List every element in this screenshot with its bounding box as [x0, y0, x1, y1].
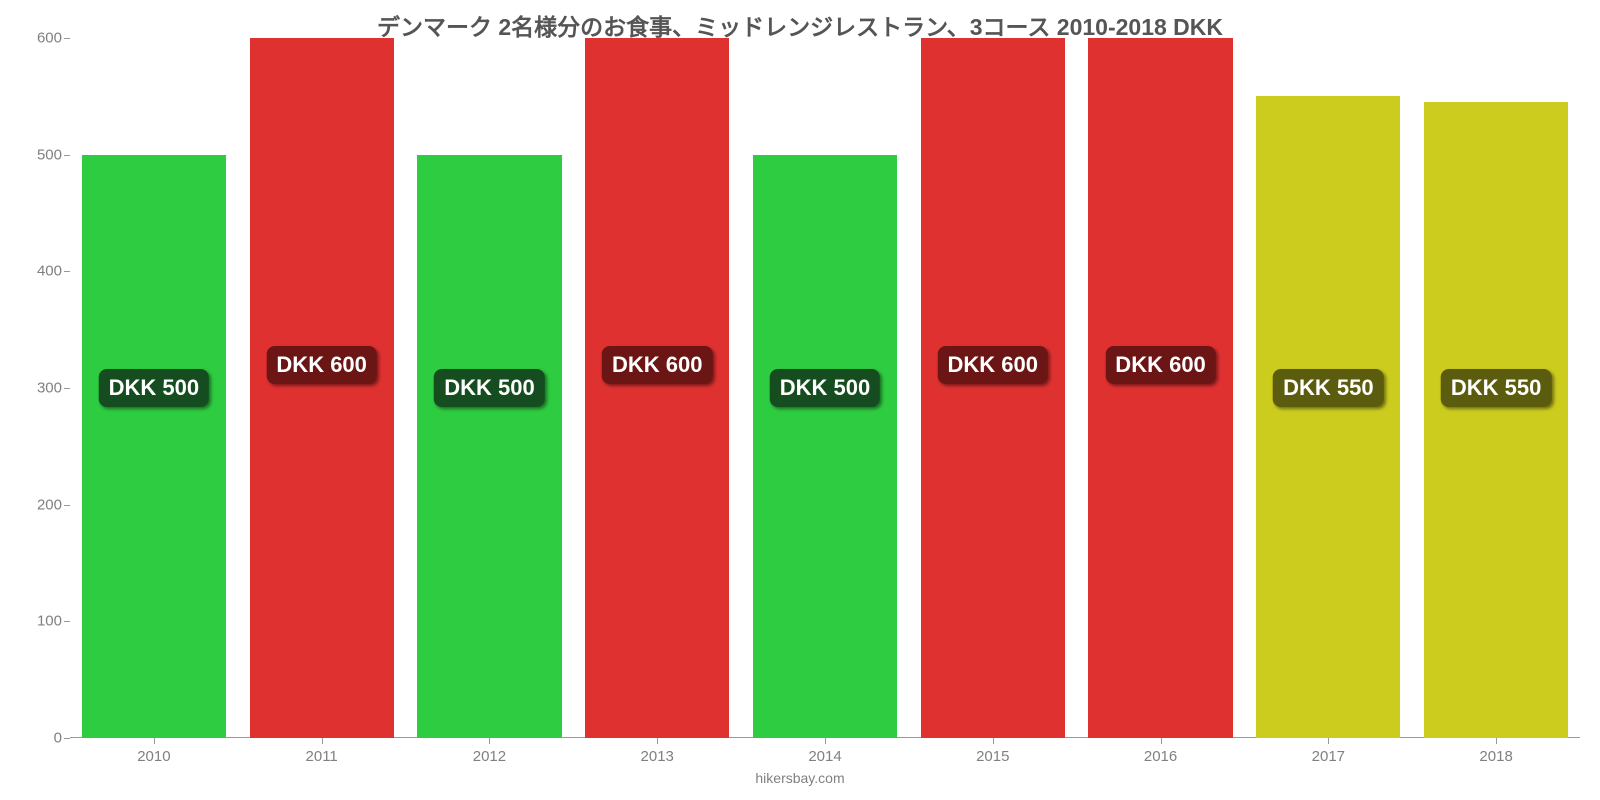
x-tick-label: 2013	[641, 748, 674, 765]
x-tick-mark	[322, 738, 323, 744]
bar	[585, 38, 729, 738]
y-tick-label: 500	[37, 146, 62, 163]
y-tick-mark	[64, 505, 70, 506]
y-tick-label: 0	[54, 730, 62, 747]
value-badge: DKK 600	[938, 346, 1048, 384]
y-tick-label: 600	[37, 30, 62, 47]
y-tick-mark	[64, 271, 70, 272]
x-tick-label: 2016	[1144, 748, 1177, 765]
x-tick-label: 2017	[1312, 748, 1345, 765]
y-tick-label: 100	[37, 613, 62, 630]
value-badge: DKK 600	[266, 346, 376, 384]
value-badge: DKK 600	[1105, 346, 1215, 384]
x-tick-mark	[993, 738, 994, 744]
x-tick-mark	[825, 738, 826, 744]
plot-area: 01002003004005006002010DKK 5002011DKK 60…	[70, 38, 1580, 738]
y-tick-label: 300	[37, 380, 62, 397]
x-tick-label: 2012	[473, 748, 506, 765]
x-tick-mark	[1496, 738, 1497, 744]
value-badge: DKK 500	[99, 369, 209, 407]
y-tick-mark	[64, 155, 70, 156]
value-badge: DKK 600	[602, 346, 712, 384]
x-tick-mark	[489, 738, 490, 744]
value-badge: DKK 500	[434, 369, 544, 407]
bar	[921, 38, 1065, 738]
y-tick-mark	[64, 621, 70, 622]
value-badge: DKK 500	[770, 369, 880, 407]
bar	[753, 155, 897, 738]
chart-container: デンマーク 2名様分のお食事、ミッドレンジレストラン、3コース 2010-201…	[0, 0, 1600, 800]
y-tick-mark	[64, 38, 70, 39]
x-tick-mark	[1328, 738, 1329, 744]
bar	[250, 38, 394, 738]
source-attribution: hikersbay.com	[0, 770, 1600, 786]
x-tick-label: 2015	[976, 748, 1009, 765]
y-tick-label: 200	[37, 496, 62, 513]
bar	[1424, 102, 1568, 738]
x-tick-mark	[154, 738, 155, 744]
x-tick-mark	[1161, 738, 1162, 744]
chart-title: デンマーク 2名様分のお食事、ミッドレンジレストラン、3コース 2010-201…	[0, 8, 1600, 42]
y-tick-mark	[64, 738, 70, 739]
bar	[82, 155, 226, 738]
x-tick-label: 2018	[1479, 748, 1512, 765]
value-badge: DKK 550	[1441, 369, 1551, 407]
x-tick-label: 2014	[808, 748, 841, 765]
bar	[417, 155, 561, 738]
bar	[1088, 38, 1232, 738]
x-tick-mark	[657, 738, 658, 744]
value-badge: DKK 550	[1273, 369, 1383, 407]
x-tick-label: 2011	[306, 748, 338, 765]
x-tick-label: 2010	[137, 748, 170, 765]
y-tick-label: 400	[37, 263, 62, 280]
bar	[1256, 96, 1400, 738]
y-tick-mark	[64, 388, 70, 389]
